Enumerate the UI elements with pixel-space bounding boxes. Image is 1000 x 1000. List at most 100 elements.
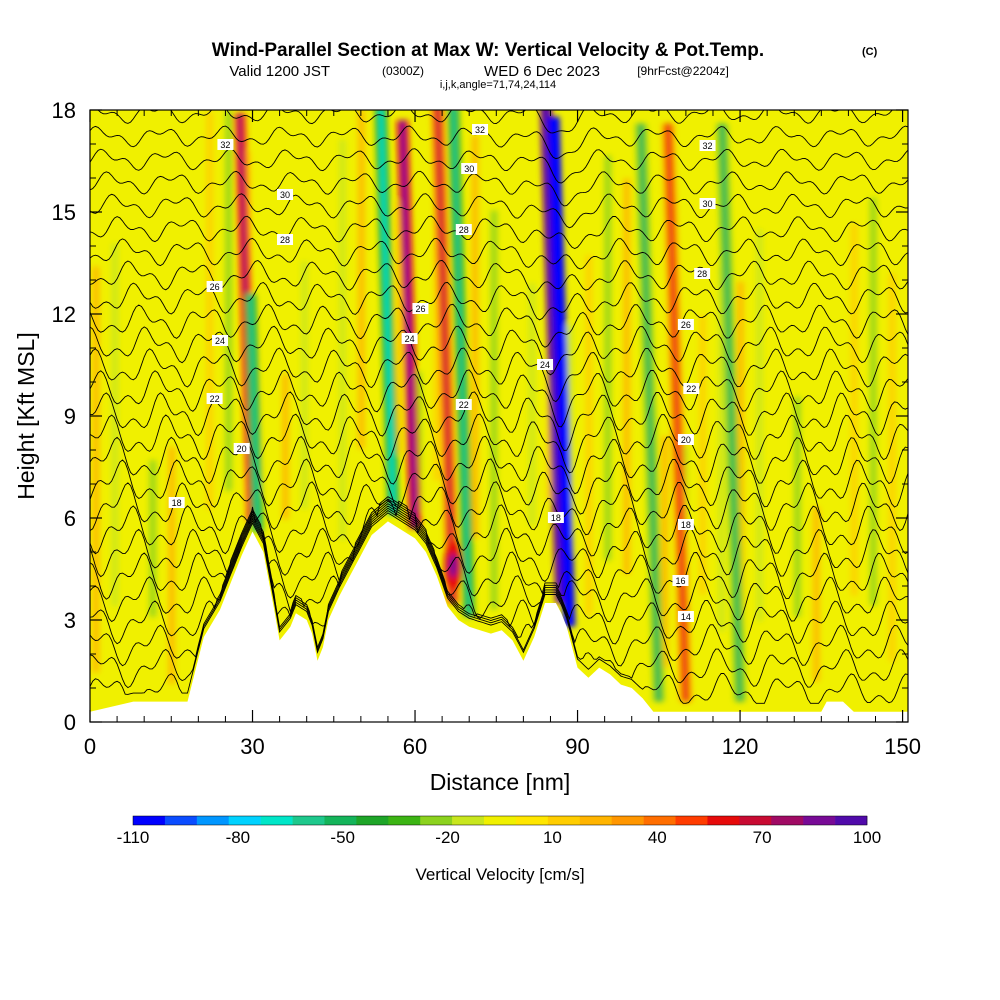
isentrope-label: 18 [677, 519, 694, 530]
updraft-band-core [399, 120, 418, 529]
isentrope-label-text: 26 [210, 282, 220, 292]
isentrope-line [90, 435, 908, 495]
isentrope-label-bg [677, 611, 694, 622]
isentrope-label-text: 32 [220, 140, 230, 150]
velocity-cell [756, 229, 764, 622]
isentrope-label-bg [168, 497, 185, 508]
colorbar-tick-label: -110 [117, 828, 150, 847]
chart-header: Wind-Parallel Section at Max W: Vertical… [212, 40, 878, 91]
isentrope-line [90, 512, 908, 704]
isentrope-label-text: 22 [459, 400, 469, 410]
colorbar-swatch [707, 816, 740, 825]
axes: 0 30 60 90 120 150 0 3 6 9 12 15 18 [52, 98, 921, 759]
terrain-mask [90, 521, 908, 722]
colorbar-tick-label: -50 [330, 828, 355, 847]
theta-contours: 14 16 18 18 18 20 20 22 22 22 24 24 24 26 26 26 28 28 28 30… [90, 110, 908, 704]
isentrope-label-bg [233, 443, 250, 454]
isentrope-line [90, 510, 908, 689]
isentrope-label-text: 26 [415, 304, 425, 314]
velocity-cell [623, 178, 631, 575]
isentrope-label: 14 [677, 611, 694, 622]
isentrope-label-bg [677, 319, 694, 330]
colorbar-swatch [133, 816, 166, 825]
updraft-band-core [435, 110, 456, 603]
isentrope-label-bg [212, 335, 229, 346]
colorbar-frame [132, 815, 868, 826]
isentrope-label-text: 26 [681, 320, 691, 330]
colorbar-swatch [835, 816, 868, 825]
updraft-band-core [665, 123, 689, 702]
downdraft-band-core [378, 110, 396, 515]
colorbar-swatch [611, 816, 644, 825]
isentrope-line [90, 500, 908, 601]
isentrope-line [90, 505, 908, 645]
colorbar-swatch [739, 816, 772, 825]
isentrope-line [90, 281, 908, 321]
x-tick-label: 90 [565, 734, 589, 759]
isentrope-label-text: 18 [172, 498, 182, 508]
isentrope-line [90, 347, 908, 403]
isentrope-label: 32 [472, 124, 489, 135]
isentrope-label: 22 [683, 383, 700, 394]
isentrope-label-bg [455, 224, 472, 235]
velocity-cell [395, 201, 403, 454]
velocity-cell [225, 110, 233, 491]
velocity-cell [149, 460, 157, 617]
isentrope-line [90, 369, 908, 428]
colorbar: -110 -80 -50 -20 10 40 70 100 [117, 815, 881, 847]
velocity-cell [263, 233, 271, 497]
subtitle-valid: Valid 1200 JST [229, 63, 330, 80]
colorbar-swatch [675, 816, 708, 825]
isentrope-label-text: 28 [459, 225, 469, 235]
isentrope-line [90, 391, 908, 451]
colorbar-swatch [388, 816, 421, 825]
x-axis-label: Distance [nm] [430, 769, 571, 795]
subtitle-utc: (0300Z) [382, 64, 424, 78]
velocity-cell [92, 266, 100, 673]
y-tick-label: 12 [52, 302, 76, 327]
velocity-cell [793, 396, 801, 617]
isentrope-label-text: 16 [675, 576, 685, 586]
subtitle-forecast: [9hrFcst@2204z] [637, 64, 729, 78]
isentrope-label: 28 [277, 234, 294, 245]
x-tick-label: 60 [403, 734, 427, 759]
isentrope-label: 22 [455, 399, 472, 410]
isentrope-label-text: 30 [464, 164, 474, 174]
downdraft-band-core [451, 110, 472, 617]
colorbar-tick-label: 10 [543, 828, 562, 847]
colorbar-tick-label: -80 [226, 828, 251, 847]
isentrope-label-text: 28 [697, 269, 707, 279]
isentrope-line [90, 215, 908, 249]
y-tick-label: 0 [64, 710, 76, 735]
velocity-cell [737, 281, 745, 688]
velocity-cell [206, 112, 214, 510]
isentrope-line [97, 110, 908, 134]
y-tick-label: 6 [64, 506, 76, 531]
colorbar-tick-label: 70 [753, 828, 772, 847]
velocity-cell [357, 110, 365, 449]
isentrope-label: 24 [212, 335, 229, 346]
isentrope-label-bg [206, 281, 223, 292]
x-tick-label: 0 [84, 734, 96, 759]
isentrope-label-text: 30 [280, 190, 290, 200]
isentrope-label-text: 22 [686, 384, 696, 394]
x-tick-label: 150 [884, 734, 921, 759]
updraft-cell-core [448, 553, 457, 578]
isentrope-label-bg [537, 359, 554, 370]
isentrope-label: 30 [461, 163, 478, 174]
colorbar-swatch [164, 816, 198, 825]
velocity-cell [528, 283, 536, 526]
isentrope-label: 24 [537, 359, 554, 370]
isentrope-label-bg [412, 303, 429, 314]
isentrope-label-bg [461, 163, 478, 174]
isentrope-label-text: 22 [210, 394, 220, 404]
isentrope-line [90, 458, 908, 515]
y-axis-label: Height [Kft MSL] [13, 332, 39, 499]
isentrope-label: 18 [547, 512, 564, 523]
velocity-cell [300, 261, 308, 510]
isentrope-label-text: 20 [237, 444, 247, 454]
colorbar-swatch [484, 816, 517, 825]
downdraft-band-core [719, 123, 743, 702]
